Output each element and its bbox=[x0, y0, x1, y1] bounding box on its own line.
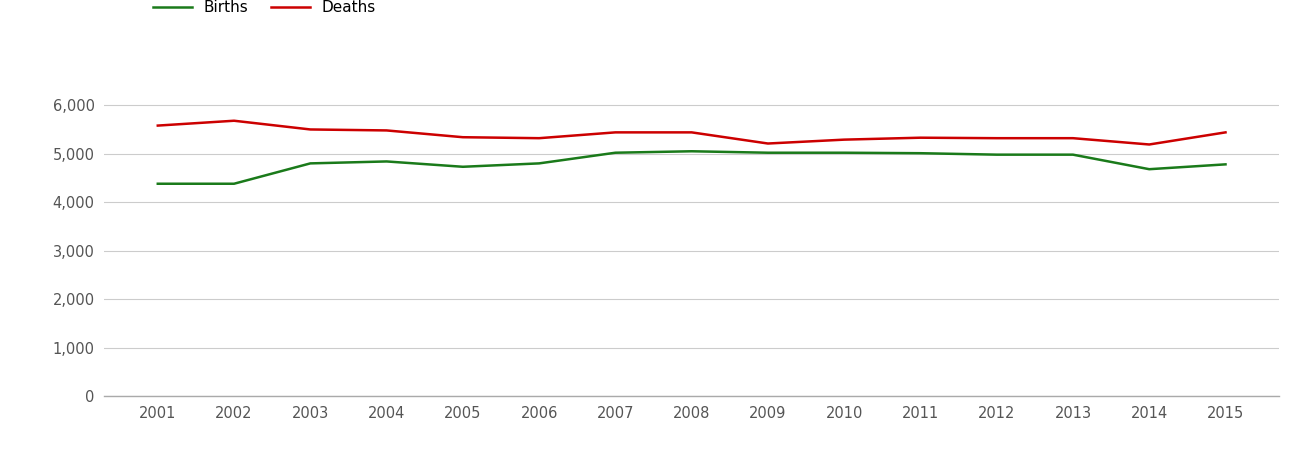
Line: Deaths: Deaths bbox=[158, 121, 1225, 144]
Births bbox=[1218, 162, 1233, 167]
Births bbox=[912, 150, 928, 156]
Deaths bbox=[226, 118, 241, 123]
Births bbox=[303, 161, 318, 166]
Deaths bbox=[608, 130, 624, 135]
Deaths bbox=[378, 128, 394, 133]
Births bbox=[378, 159, 394, 164]
Births bbox=[760, 150, 775, 155]
Line: Births: Births bbox=[158, 151, 1225, 184]
Births bbox=[226, 181, 241, 186]
Births bbox=[837, 150, 852, 155]
Births bbox=[531, 161, 547, 166]
Legend: Births, Deaths: Births, Deaths bbox=[147, 0, 382, 21]
Deaths bbox=[150, 123, 166, 128]
Deaths bbox=[760, 141, 775, 146]
Deaths bbox=[837, 137, 852, 142]
Deaths bbox=[912, 135, 928, 140]
Births bbox=[1142, 166, 1158, 172]
Births bbox=[1065, 152, 1081, 158]
Deaths bbox=[1142, 142, 1158, 147]
Births bbox=[684, 148, 699, 154]
Births bbox=[608, 150, 624, 155]
Deaths bbox=[455, 135, 471, 140]
Births bbox=[150, 181, 166, 186]
Deaths bbox=[303, 127, 318, 132]
Deaths bbox=[1065, 135, 1081, 141]
Births bbox=[455, 164, 471, 170]
Deaths bbox=[1218, 130, 1233, 135]
Deaths bbox=[531, 135, 547, 141]
Deaths bbox=[684, 130, 699, 135]
Deaths bbox=[989, 135, 1005, 141]
Births bbox=[989, 152, 1005, 158]
